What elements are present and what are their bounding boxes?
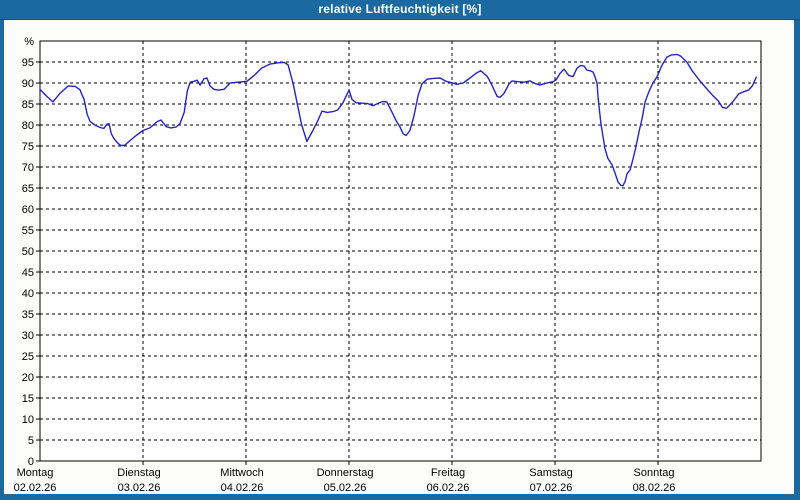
x-axis-day-label: Sonntag — [634, 467, 675, 479]
y-axis-label: 65 — [22, 183, 34, 195]
humidity-chart: 95908580757065605550454035302520151050%M… — [14, 36, 762, 494]
x-axis-date-label: 05.02.26 — [324, 482, 367, 494]
y-axis-label: 45 — [22, 267, 34, 279]
x-axis-day-label: Dienstag — [117, 467, 160, 479]
y-axis-label: 25 — [22, 351, 34, 363]
y-axis-label: 20 — [22, 372, 34, 384]
y-axis-label: 35 — [22, 309, 34, 321]
y-axis-label: 50 — [22, 246, 34, 258]
x-axis-day-label: Samstag — [529, 467, 572, 479]
x-axis-date-label: 02.02.26 — [14, 482, 57, 494]
y-axis-label: 0 — [28, 456, 34, 468]
window-frame-right — [794, 20, 800, 500]
x-axis-day-label: Mittwoch — [220, 467, 263, 479]
y-axis-label: 85 — [22, 99, 34, 111]
y-axis-label: 60 — [22, 204, 34, 216]
title-bar: relative Luftfeuchtigkeit [%] — [0, 0, 800, 20]
y-axis-label: 95 — [22, 57, 34, 69]
window-title: relative Luftfeuchtigkeit [%] — [318, 2, 482, 16]
x-axis-date-label: 08.02.26 — [633, 482, 676, 494]
chart-content-area: 95 90 85 80 75 70 65 60 55 50 45 40 35 30 25 20 15 10 5 0% M… — [4, 20, 794, 494]
x-axis-day-label: Montag — [17, 467, 54, 479]
humidity-line — [39, 53, 757, 187]
y-axis-label: 5 — [28, 435, 34, 447]
x-axis-day-label: Donnerstag — [317, 467, 374, 479]
window-frame-left — [0, 20, 4, 500]
y-axis-label: 80 — [22, 120, 34, 132]
x-axis-date-label: 06.02.26 — [427, 482, 470, 494]
plot-border — [39, 40, 762, 462]
x-axis-date-label: 07.02.26 — [530, 482, 573, 494]
y-axis-label: 10 — [22, 414, 34, 426]
y-axis-label: 30 — [22, 330, 34, 342]
x-axis-date-label: 04.02.26 — [221, 482, 264, 494]
y-axis-unit-label: % — [24, 36, 34, 48]
window-frame-bottom — [0, 494, 800, 500]
y-axis-label: 40 — [22, 288, 34, 300]
x-axis-date-label: 03.02.26 — [118, 482, 161, 494]
x-axis-day-label: Freitag — [431, 467, 465, 479]
y-axis-label: 90 — [22, 78, 34, 90]
y-axis-label: 15 — [22, 393, 34, 405]
y-axis-label: 75 — [22, 141, 34, 153]
y-axis-label: 70 — [22, 162, 34, 174]
y-axis-label: 55 — [22, 225, 34, 237]
